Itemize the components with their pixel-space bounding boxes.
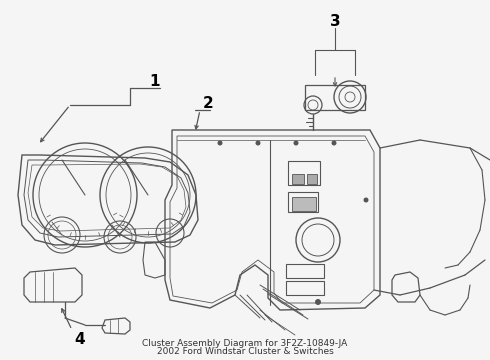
Bar bbox=[292, 174, 304, 184]
Bar bbox=[286, 281, 324, 295]
Text: 1: 1 bbox=[150, 75, 160, 90]
Bar bbox=[307, 174, 317, 184]
Circle shape bbox=[218, 140, 222, 145]
Circle shape bbox=[364, 198, 368, 202]
Text: 2002 Ford Windstar Cluster & Switches: 2002 Ford Windstar Cluster & Switches bbox=[157, 347, 333, 356]
Text: 4: 4 bbox=[74, 333, 85, 347]
Bar bbox=[305, 85, 365, 110]
Bar bbox=[292, 197, 316, 211]
Circle shape bbox=[332, 140, 337, 145]
Bar bbox=[288, 192, 318, 212]
Text: Cluster Assembly Diagram for 3F2Z-10849-JA: Cluster Assembly Diagram for 3F2Z-10849-… bbox=[143, 339, 347, 348]
Circle shape bbox=[315, 299, 321, 305]
Circle shape bbox=[294, 140, 298, 145]
Text: 2: 2 bbox=[203, 95, 213, 111]
Bar bbox=[288, 161, 320, 185]
Circle shape bbox=[255, 140, 261, 145]
Text: 3: 3 bbox=[330, 14, 341, 30]
Bar bbox=[286, 264, 324, 278]
